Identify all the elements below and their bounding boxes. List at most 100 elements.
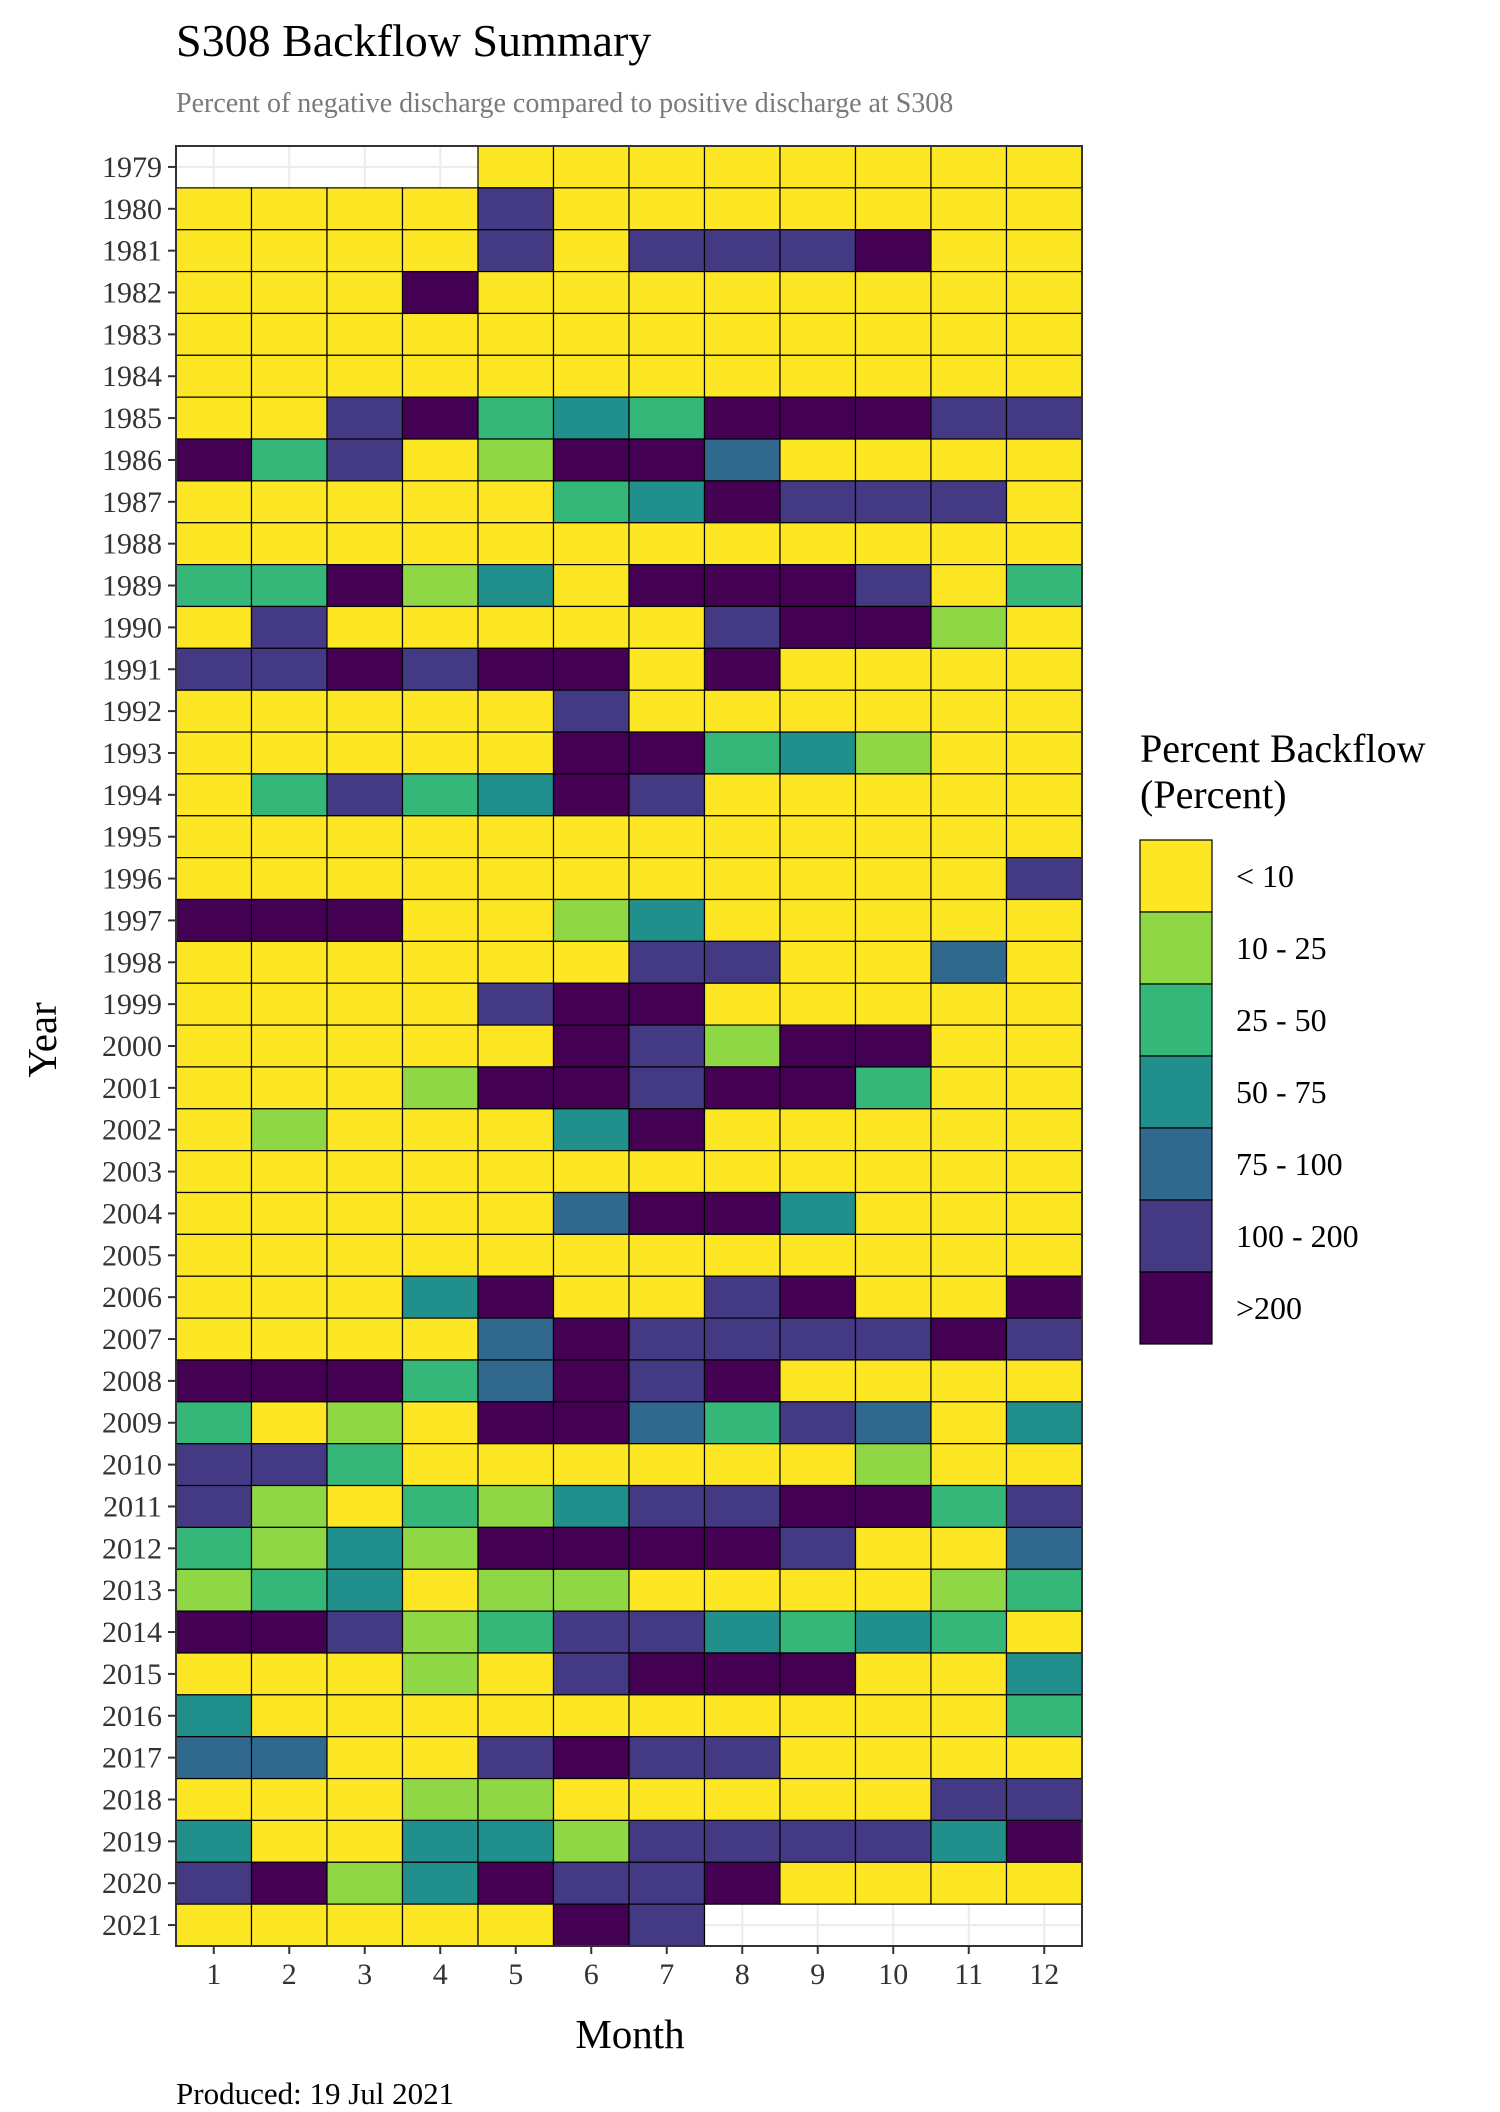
legend: Percent Backflow(Percent) < 10 10 - 25 25 -… [1139,726,1426,1345]
heatmap-cell-2007-1 [175,1317,253,1361]
heatmap-cell-2004-7 [628,1191,706,1235]
heatmap-cell-2019-6 [552,1819,630,1863]
heatmap-cell-1993-7 [628,731,706,775]
heatmap-cell-2010-1 [175,1443,253,1487]
heatmap-cell-1979-6 [552,145,630,189]
heatmap-cell-2014-5 [477,1610,555,1654]
heatmap-cell-1993-8 [703,731,781,775]
heatmap-cell-1994-7 [628,773,706,817]
y-tick-label: 1979 [102,151,162,184]
heatmap-cell-2010-7 [628,1443,706,1487]
x-tick-label: 2 [282,1958,297,1991]
heatmap-cell-1994-5 [477,773,555,817]
heatmap-cell-2013-4 [401,1568,479,1612]
heatmap-cell-2006-12 [1005,1275,1083,1319]
heatmap-cell-1982-4 [401,270,479,315]
heatmap-cell-2014-12 [1005,1610,1083,1654]
heatmap-cell-2005-4 [401,1233,479,1277]
heatmap-cell-2011-9 [779,1484,857,1528]
heatmap-cell-1979-11 [930,145,1008,189]
heatmap-cell-1995-11 [930,815,1008,859]
heatmap-cell-2016-3 [326,1694,404,1738]
heatmap-cell-1984-4 [401,354,479,398]
heatmap-cell-1993-5 [477,731,555,775]
heatmap-cell-1983-11 [930,312,1008,356]
x-tick-label: 6 [584,1958,599,1991]
heatmap-cell-1993-1 [175,731,253,775]
y-tick-label: 2011 [103,1490,162,1523]
heatmap-cell-1990-11 [930,605,1008,649]
y-tick-label: 1996 [102,863,162,896]
heatmap-cell-1996-12 [1005,857,1083,901]
heatmap-cell-1989-1 [175,564,253,608]
heatmap-cell-1981-3 [326,229,404,273]
heatmap-cell-2008-3 [326,1359,404,1403]
heatmap-cell-2008-4 [401,1359,479,1403]
heatmap-cell-1980-5 [477,187,555,231]
heatmap-cell-1984-7 [628,354,706,398]
heatmap-cell-2019-2 [250,1819,328,1863]
y-tick-label: 2004 [102,1197,162,1230]
heatmap-cell-2018-1 [175,1777,253,1822]
heatmap-cell-2014-1 [175,1610,253,1654]
heatmap-cell-2014-6 [552,1610,630,1654]
heatmap-cell-2019-11 [930,1819,1008,1863]
heatmap-cell-2001-6 [552,1066,630,1110]
y-tick-label: 1990 [102,611,162,644]
heatmap-cell-1994-8 [703,773,781,817]
heatmap-cell-1985-6 [552,396,630,440]
heatmap-cell-1985-2 [250,396,328,440]
heatmap-cell-2000-5 [477,1024,555,1068]
heatmap-cell-2012-10 [854,1526,932,1570]
y-tick-label: 1983 [102,318,162,351]
heatmap-cell-2001-5 [477,1066,555,1110]
heatmap-cell-2021-4 [401,1903,479,1947]
heatmap-cell-1996-9 [779,857,857,901]
heatmap-cell-1995-10 [854,815,932,859]
heatmap-cell-2004-11 [930,1191,1008,1235]
heatmap-cell-1984-12 [1005,354,1083,398]
heatmap-cell-1982-9 [779,270,857,315]
heatmap-cell-1984-8 [703,354,781,398]
heatmap-cell-2006-9 [779,1275,857,1319]
heatmap-cell-2021-2 [250,1903,328,1947]
y-tick-label: 1998 [102,946,162,979]
heatmap-cell-2020-11 [930,1861,1008,1905]
heatmap-cell-2020-10 [854,1861,932,1905]
heatmap-cell-1994-11 [930,773,1008,817]
heatmap-cell-1998-3 [326,940,404,984]
heatmap-cell-2006-1 [175,1275,253,1319]
heatmap-cell-1985-9 [779,396,857,440]
heatmap-cell-2009-5 [477,1401,555,1445]
heatmap-cell-1999-1 [175,982,253,1026]
heatmap-cell-1982-3 [326,270,404,315]
x-axis-title: Month [575,2011,684,2057]
heatmap-cell-1999-10 [854,982,932,1026]
heatmap-cell-2005-5 [477,1233,555,1277]
heatmap-cell-1990-2 [250,605,328,649]
heatmap-cell-1987-2 [250,480,328,524]
heatmap-cell-2010-6 [552,1443,630,1487]
heatmap-cell-1983-3 [326,312,404,356]
heatmap-cell-2012-9 [779,1526,857,1570]
heatmap-cell-1987-1 [175,480,253,524]
heatmap-cell-2018-9 [779,1777,857,1822]
heatmap-cell-1982-12 [1005,270,1083,315]
heatmap-cell-1993-3 [326,731,404,775]
heatmap-cell-1982-8 [703,270,781,315]
heatmap-cell-1991-3 [326,647,404,691]
heatmap-cell-2012-4 [401,1526,479,1570]
heatmap-cell-1992-9 [779,689,857,733]
heatmap-cell-1986-11 [930,438,1008,482]
heatmap-cell-2009-11 [930,1401,1008,1445]
heatmap-cell-2002-11 [930,1108,1008,1152]
heatmap-cell-1981-7 [628,229,706,273]
heatmap-cell-2020-1 [175,1861,253,1905]
heatmap-cell-1982-2 [250,270,328,315]
heatmap-cell-2010-5 [477,1443,555,1487]
heatmap-cell-1986-4 [401,438,479,482]
heatmap-cell-2003-3 [326,1150,404,1194]
heatmap-cell-1985-7 [628,396,706,440]
heatmap-cell-1980-12 [1005,187,1083,231]
heatmap-cell-1999-5 [477,982,555,1026]
